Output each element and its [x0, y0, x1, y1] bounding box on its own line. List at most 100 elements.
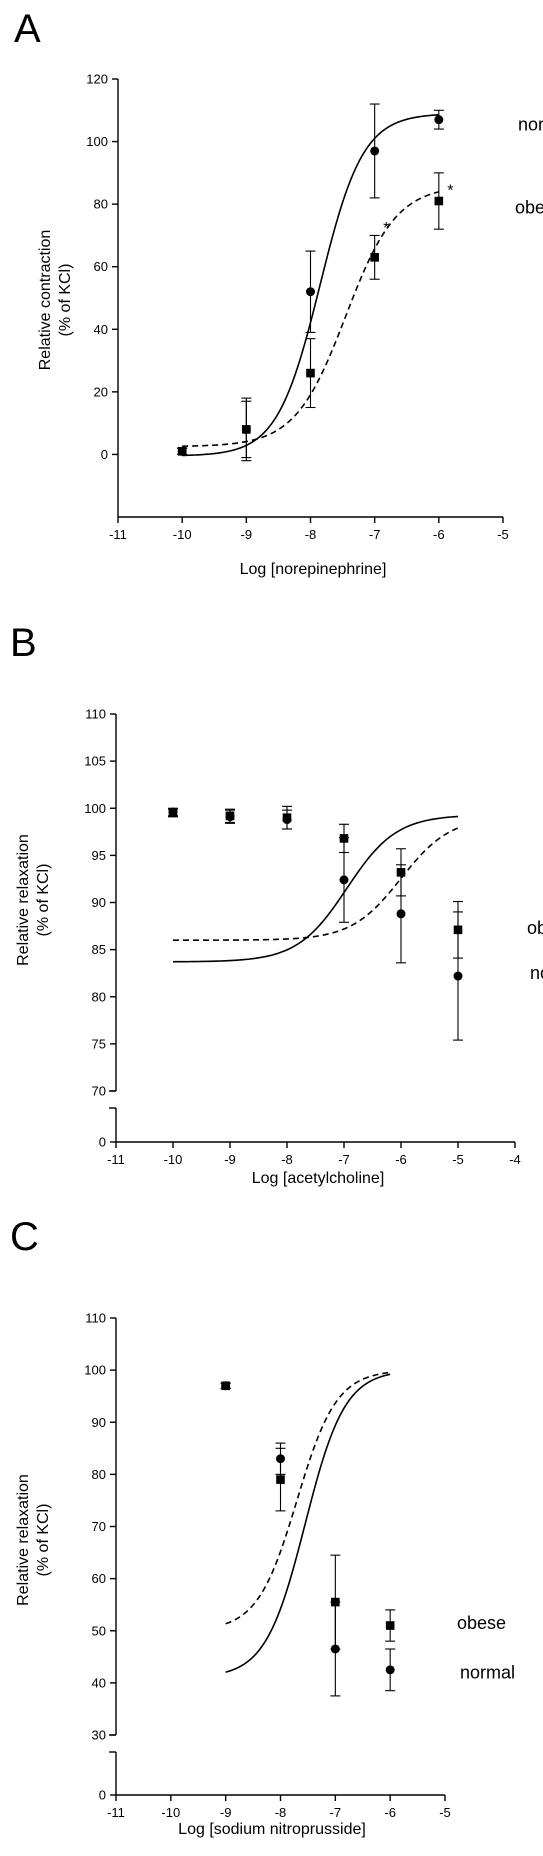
- significance-star: *: [447, 182, 453, 199]
- x-tick-label: -9: [224, 1152, 236, 1167]
- x-tick-label: -11: [107, 1805, 125, 1820]
- series-label-obese: obese: [515, 197, 543, 217]
- y-tick-label: 100: [86, 134, 108, 149]
- data-point-obese: [276, 1475, 285, 1484]
- data-point-obese: [282, 813, 292, 822]
- y-tick-label: 110: [85, 1311, 106, 1326]
- y-tick-label: 90: [92, 1415, 106, 1430]
- y-axis-label-line: (% of KCl): [35, 864, 52, 937]
- significance-star: *: [383, 220, 389, 237]
- x-tick-label: -6: [433, 527, 445, 542]
- y-tick-label: 95: [92, 848, 106, 863]
- x-tick-label: -10: [173, 527, 192, 542]
- data-point-obese: [339, 834, 349, 843]
- y-tick-label: 30: [92, 1728, 106, 1743]
- y-tick-label: 75: [92, 1036, 106, 1051]
- series-obese: obese: [168, 805, 543, 959]
- x-tick-label: -8: [305, 527, 317, 542]
- data-point-obese: [396, 868, 406, 877]
- series-normal: normal: [177, 103, 543, 462]
- series-label-obese: obese: [457, 1613, 506, 1633]
- y-tick-label: 60: [94, 259, 108, 274]
- y-tick-label: 40: [94, 322, 108, 337]
- y-tick-label: 90: [92, 895, 106, 910]
- x-tick-label: -11: [109, 527, 127, 542]
- x-tick-label: -7: [330, 1805, 342, 1820]
- x-tick-label: -7: [369, 527, 381, 542]
- series-label-normal: normal: [518, 114, 543, 134]
- x-tick-label: -6: [384, 1805, 396, 1820]
- y-axis-label: Relative relaxation (% of KCl): [15, 1474, 52, 1606]
- data-point-obese: [221, 1381, 230, 1391]
- y-tick-label: 120: [86, 72, 108, 87]
- y-axis-label: Relative contraction (% of KCl): [37, 230, 74, 371]
- series-normal: normal: [220, 1373, 515, 1697]
- fit-curve-normal: [225, 1373, 391, 1673]
- y-tick-label: 80: [92, 989, 106, 1004]
- series-obese: obese: [177, 172, 543, 459]
- fit-curve-obese: [173, 827, 459, 941]
- fit-curve-obese: [182, 191, 440, 447]
- data-point-normal: [339, 875, 349, 885]
- x-tick-label: -10: [164, 1152, 183, 1167]
- data-point-obese: [306, 368, 315, 378]
- x-tick-label: -5: [497, 527, 509, 542]
- data-point-obese: [225, 811, 235, 821]
- x-tick-label: -4: [509, 1152, 521, 1167]
- data-point-normal: [453, 971, 463, 981]
- x-axis-label: Log [sodium nitroprusside]: [178, 1821, 366, 1838]
- y-tick-label: 70: [92, 1519, 106, 1534]
- y-tick-label: 80: [92, 1467, 106, 1482]
- y-tick-label: 0: [101, 447, 108, 462]
- y-tick-label: 20: [94, 384, 108, 399]
- y-tick-label: 60: [92, 1571, 106, 1586]
- data-point-obese: [242, 425, 251, 434]
- data-point-obese: [177, 447, 187, 456]
- x-axis-label: Log [norepinephrine]: [240, 561, 387, 578]
- panel-letter: A: [14, 7, 41, 51]
- y-tick-label: 110: [85, 707, 106, 722]
- y-axis-label: Relative relaxation (% of KCl): [15, 834, 52, 966]
- x-tick-label: -5: [439, 1805, 451, 1820]
- x-tick-label: -10: [161, 1805, 180, 1820]
- x-tick-label: -6: [395, 1152, 407, 1167]
- x-tick-label: -7: [338, 1152, 350, 1167]
- y-tick-label: 70: [92, 1084, 106, 1099]
- panel-letter: B: [10, 621, 37, 665]
- data-point-obese: [453, 925, 463, 935]
- x-tick-label: -8: [275, 1805, 287, 1820]
- y-axis-label-line: Relative contraction: [37, 230, 54, 371]
- data-point-obese: [331, 1597, 340, 1607]
- y-axis-label-line: (% of KCl): [57, 264, 74, 337]
- data-point-obese: [434, 196, 444, 206]
- y-axis-label-line: Relative relaxation: [15, 1474, 32, 1606]
- panel-letter: C: [10, 1215, 39, 1259]
- y-tick-label: 85: [92, 942, 106, 957]
- y-tick-label: 100: [84, 801, 106, 816]
- x-tick-label: -8: [281, 1152, 293, 1167]
- series-label-normal: normal: [530, 963, 543, 983]
- data-point-normal: [306, 287, 315, 297]
- data-point-normal: [434, 115, 444, 125]
- chart-panel-c: C 30 40 50 60 70 80 90 100 110 0-11 -10 -9 -8 -7 -6 -5 Re…: [10, 1215, 515, 1838]
- x-tick-label: -9: [220, 1805, 232, 1820]
- y-tick-label: 40: [92, 1675, 106, 1690]
- x-axis-label: Log [acetylcholine]: [252, 1170, 385, 1187]
- data-point-normal: [370, 146, 380, 156]
- series-obese: obese: [220, 1371, 506, 1650]
- y-tick-label: 80: [94, 197, 108, 212]
- y-tick-label: 105: [84, 754, 106, 769]
- x-tick-label: -5: [452, 1152, 464, 1167]
- series-label-obese: obese: [527, 918, 543, 938]
- data-point-obese: [168, 808, 178, 818]
- y-tick-label: 50: [92, 1623, 106, 1638]
- data-point-normal: [396, 909, 406, 919]
- data-point-obese: [370, 253, 379, 262]
- y-axis-label-line: (% of KCl): [35, 1504, 52, 1577]
- fit-curve-normal: [172, 815, 459, 963]
- y-axis-label-line: Relative relaxation: [15, 834, 32, 966]
- chart-panel-b: B 70 75 80 85 90 95 100 105 110 0-11 -10 -9 -8 -7 -6 -5 -…: [10, 621, 543, 1187]
- series-label-normal: normal: [460, 1662, 515, 1682]
- y-tick-label: 100: [84, 1363, 106, 1378]
